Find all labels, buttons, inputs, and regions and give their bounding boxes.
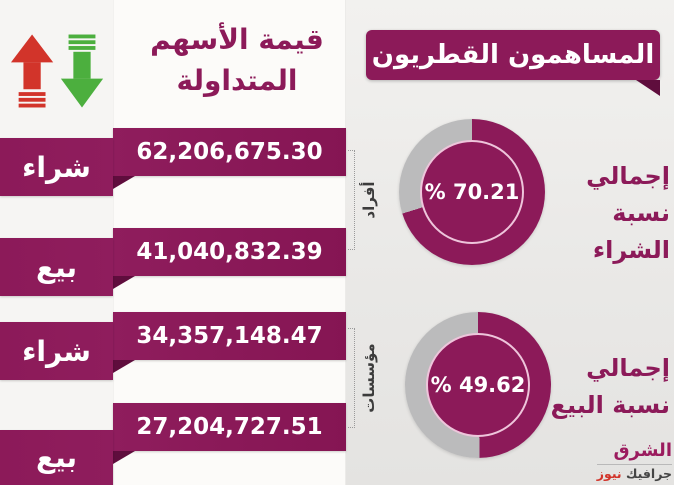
buy-label-line2: نسبة الشراء <box>592 199 670 265</box>
label-band-individuals-sell: بيع <box>0 238 113 296</box>
individuals-group-label: أفراد <box>360 181 378 219</box>
logo-name: الشرق <box>613 440 672 461</box>
publisher-logo: الشرق جرافيك نيوز <box>578 440 672 483</box>
value-ribbon-institutions-sell: 27,204,727.51 <box>113 403 346 451</box>
ribbon-fold <box>113 360 135 373</box>
ribbon-fold <box>113 451 135 464</box>
value-ribbon-institutions-buy: 34,357,148.47 <box>113 312 346 360</box>
buy-percentage-value: % 70.21 <box>420 140 524 244</box>
sell-label-line2: نسبة البيع <box>550 391 670 420</box>
logo-subtitle-news: نيوز <box>596 465 622 481</box>
label-band-institutions-buy: شراء <box>0 322 113 380</box>
label-band-individuals-buy: شراء <box>0 138 113 196</box>
buy-percentage-label: إجمالي نسبة الشراء <box>540 158 670 270</box>
header-line2: المتداولة <box>176 63 298 97</box>
sell-percentage-label: إجمالي نسبة البيع <box>540 350 670 424</box>
sell-percentage-donut-chart: % 49.62 <box>405 312 551 458</box>
logo-subtitle: جرافيك نيوز <box>596 463 672 482</box>
sell-percentage-value: % 49.62 <box>426 333 530 437</box>
header-line1: قيمة الأسهم <box>150 23 324 56</box>
title-bubble-tail <box>636 80 660 96</box>
buy-sell-arrows-icon <box>10 34 104 108</box>
down-arrow-green-icon <box>60 34 104 108</box>
institutions-group-label: مؤسسات <box>360 343 378 413</box>
ribbon-fold <box>113 176 135 189</box>
label-band-institutions-sell: بيع <box>0 430 113 485</box>
institutions-group-bracket <box>348 328 355 428</box>
page-title: المساهمون القطريون <box>366 30 660 80</box>
ribbon-fold <box>113 276 135 289</box>
logo-subtitle-graphic: جرافيك <box>626 465 672 481</box>
value-ribbon-individuals-sell: 41,040,832.39 <box>113 228 346 276</box>
up-arrow-red-icon <box>10 34 54 108</box>
traded-shares-value-header: قيمة الأسهم المتداولة <box>128 20 346 101</box>
individuals-group-bracket <box>348 150 355 250</box>
value-ribbon-individuals-buy: 62,206,675.30 <box>113 128 346 176</box>
buy-percentage-donut-chart: % 70.21 <box>399 119 545 265</box>
sell-label-line1: إجمالي <box>586 354 670 382</box>
buy-label-line1: إجمالي <box>586 162 670 190</box>
